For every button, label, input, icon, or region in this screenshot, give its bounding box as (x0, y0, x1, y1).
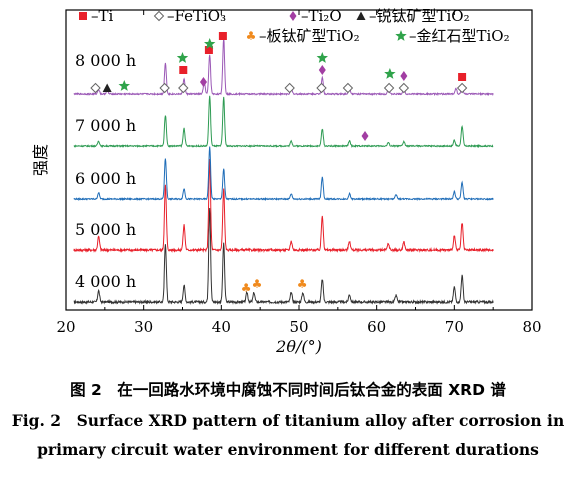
series-label: 8 000 h (75, 51, 136, 70)
series-line (73, 207, 494, 306)
brookite-marker: ♣ (297, 277, 308, 291)
Ti-marker (179, 66, 188, 74)
series-layer: 4 000 h 5 000 h 6 000 h 7 000 h 8 000 h (73, 37, 494, 306)
anatase-marker (102, 83, 112, 92)
x-axis-label: 2θ/(°) (275, 337, 322, 356)
x-tick-label: 20 (56, 318, 75, 336)
legend-label: –Ti (91, 7, 114, 25)
Ti2O-marker (199, 77, 207, 87)
Ti-marker (204, 46, 213, 54)
series-label: 6 000 h (75, 169, 136, 188)
xrd-chart: 20 30 40 50 60 70 80 4 000 h 5 000 h 6 000 h 7 00… (31, 7, 542, 356)
FeTiO3-marker (398, 82, 410, 94)
rutile-marker (204, 38, 216, 49)
rutile-marker (176, 52, 189, 63)
Ti2O-marker (289, 11, 297, 21)
brookite-marker: ♣ (252, 277, 263, 291)
x-tick-label: 60 (367, 318, 386, 336)
Ti-marker (218, 32, 227, 40)
FeTiO3-marker (316, 82, 327, 94)
Ti2O-marker (361, 131, 369, 141)
brookite-marker: ♣ (246, 29, 257, 43)
rutile-marker (395, 30, 407, 41)
series-label: 7 000 h (75, 116, 136, 135)
FeTiO3-marker (159, 82, 170, 94)
y-axis-label: 强度 (31, 144, 50, 176)
Ti2O-marker (318, 65, 326, 75)
Ti2O-marker (400, 71, 408, 81)
anatase-marker (356, 11, 366, 20)
legend-label: –Ti₂O (301, 7, 342, 25)
legend-label: –锐钛矿型TiO₂ (369, 7, 470, 25)
FeTiO3-marker (178, 82, 189, 94)
caption-english-line-1: Fig. 2 Surface XRD pattern of titanium a… (11, 411, 565, 430)
brookite-marker: ♣ (241, 281, 252, 295)
x-tick-label: 50 (289, 318, 308, 336)
x-tick-label: 40 (212, 318, 231, 336)
series-label: 4 000 h (75, 272, 136, 291)
series-line (73, 158, 494, 254)
rutile-marker (384, 68, 396, 79)
x-tick-label: 30 (134, 318, 153, 336)
Ti-marker (458, 73, 467, 81)
caption-chinese: 图 2 在一回路水环境中腐蚀不同时间后钛合金的表面 XRD 谱 (70, 381, 506, 399)
FeTiO3-marker (284, 82, 295, 94)
series-line (73, 146, 494, 202)
series-label: 5 000 h (75, 220, 136, 239)
rutile-marker (118, 80, 130, 91)
x-axis: 20 30 40 50 60 70 80 (56, 10, 542, 336)
FeTiO3-marker (342, 82, 354, 94)
Ti-marker (79, 12, 87, 20)
legend-label: –FeTiO₃ (167, 7, 226, 25)
legend: –Ti –FeTiO₃ –Ti₂O –锐钛矿型TiO₂ ♣ –板钛矿型TiO₂ –金红石型T… (79, 7, 510, 45)
legend-label: –板钛矿型TiO₂ (259, 27, 360, 45)
series-line (73, 95, 494, 149)
FeTiO3-marker (90, 82, 101, 94)
peak-markers: ♣ ♣ ♣ (90, 32, 468, 295)
FeTiO3-marker (383, 82, 395, 94)
series-line (73, 37, 494, 97)
x-tick-label: 80 (522, 318, 541, 336)
x-tick-label: 70 (445, 318, 464, 336)
FeTiO3-marker (153, 10, 165, 22)
rutile-marker (316, 52, 328, 63)
caption-english-line-2: primary circuit water environment for di… (37, 440, 539, 459)
legend-label: –金红石型TiO₂ (409, 27, 510, 45)
FeTiO3-marker (456, 82, 468, 94)
